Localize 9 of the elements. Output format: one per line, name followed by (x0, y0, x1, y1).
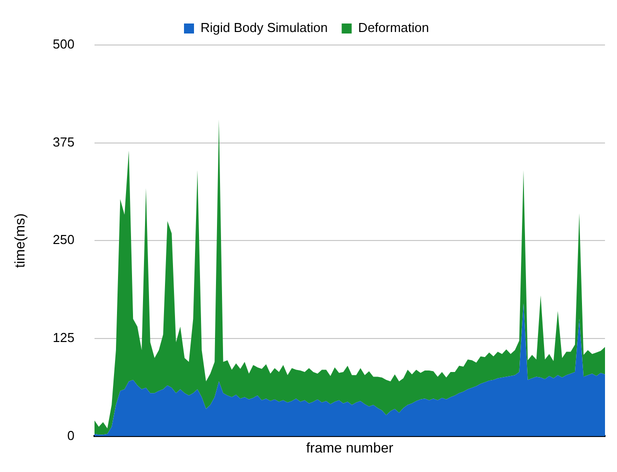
y-tick-label: 250 (52, 232, 74, 248)
legend-label: Rigid Body Simulation (200, 20, 328, 36)
y-tick-label: 125 (52, 330, 74, 345)
y-tick-label: 500 (52, 36, 74, 52)
y-tick-label: 375 (52, 134, 74, 150)
y-tick-label: 0 (67, 428, 74, 443)
x-axis-title: frame number (306, 439, 394, 456)
legend-label: Deformation (358, 20, 429, 36)
y-axis-title: time(ms) (11, 213, 28, 268)
